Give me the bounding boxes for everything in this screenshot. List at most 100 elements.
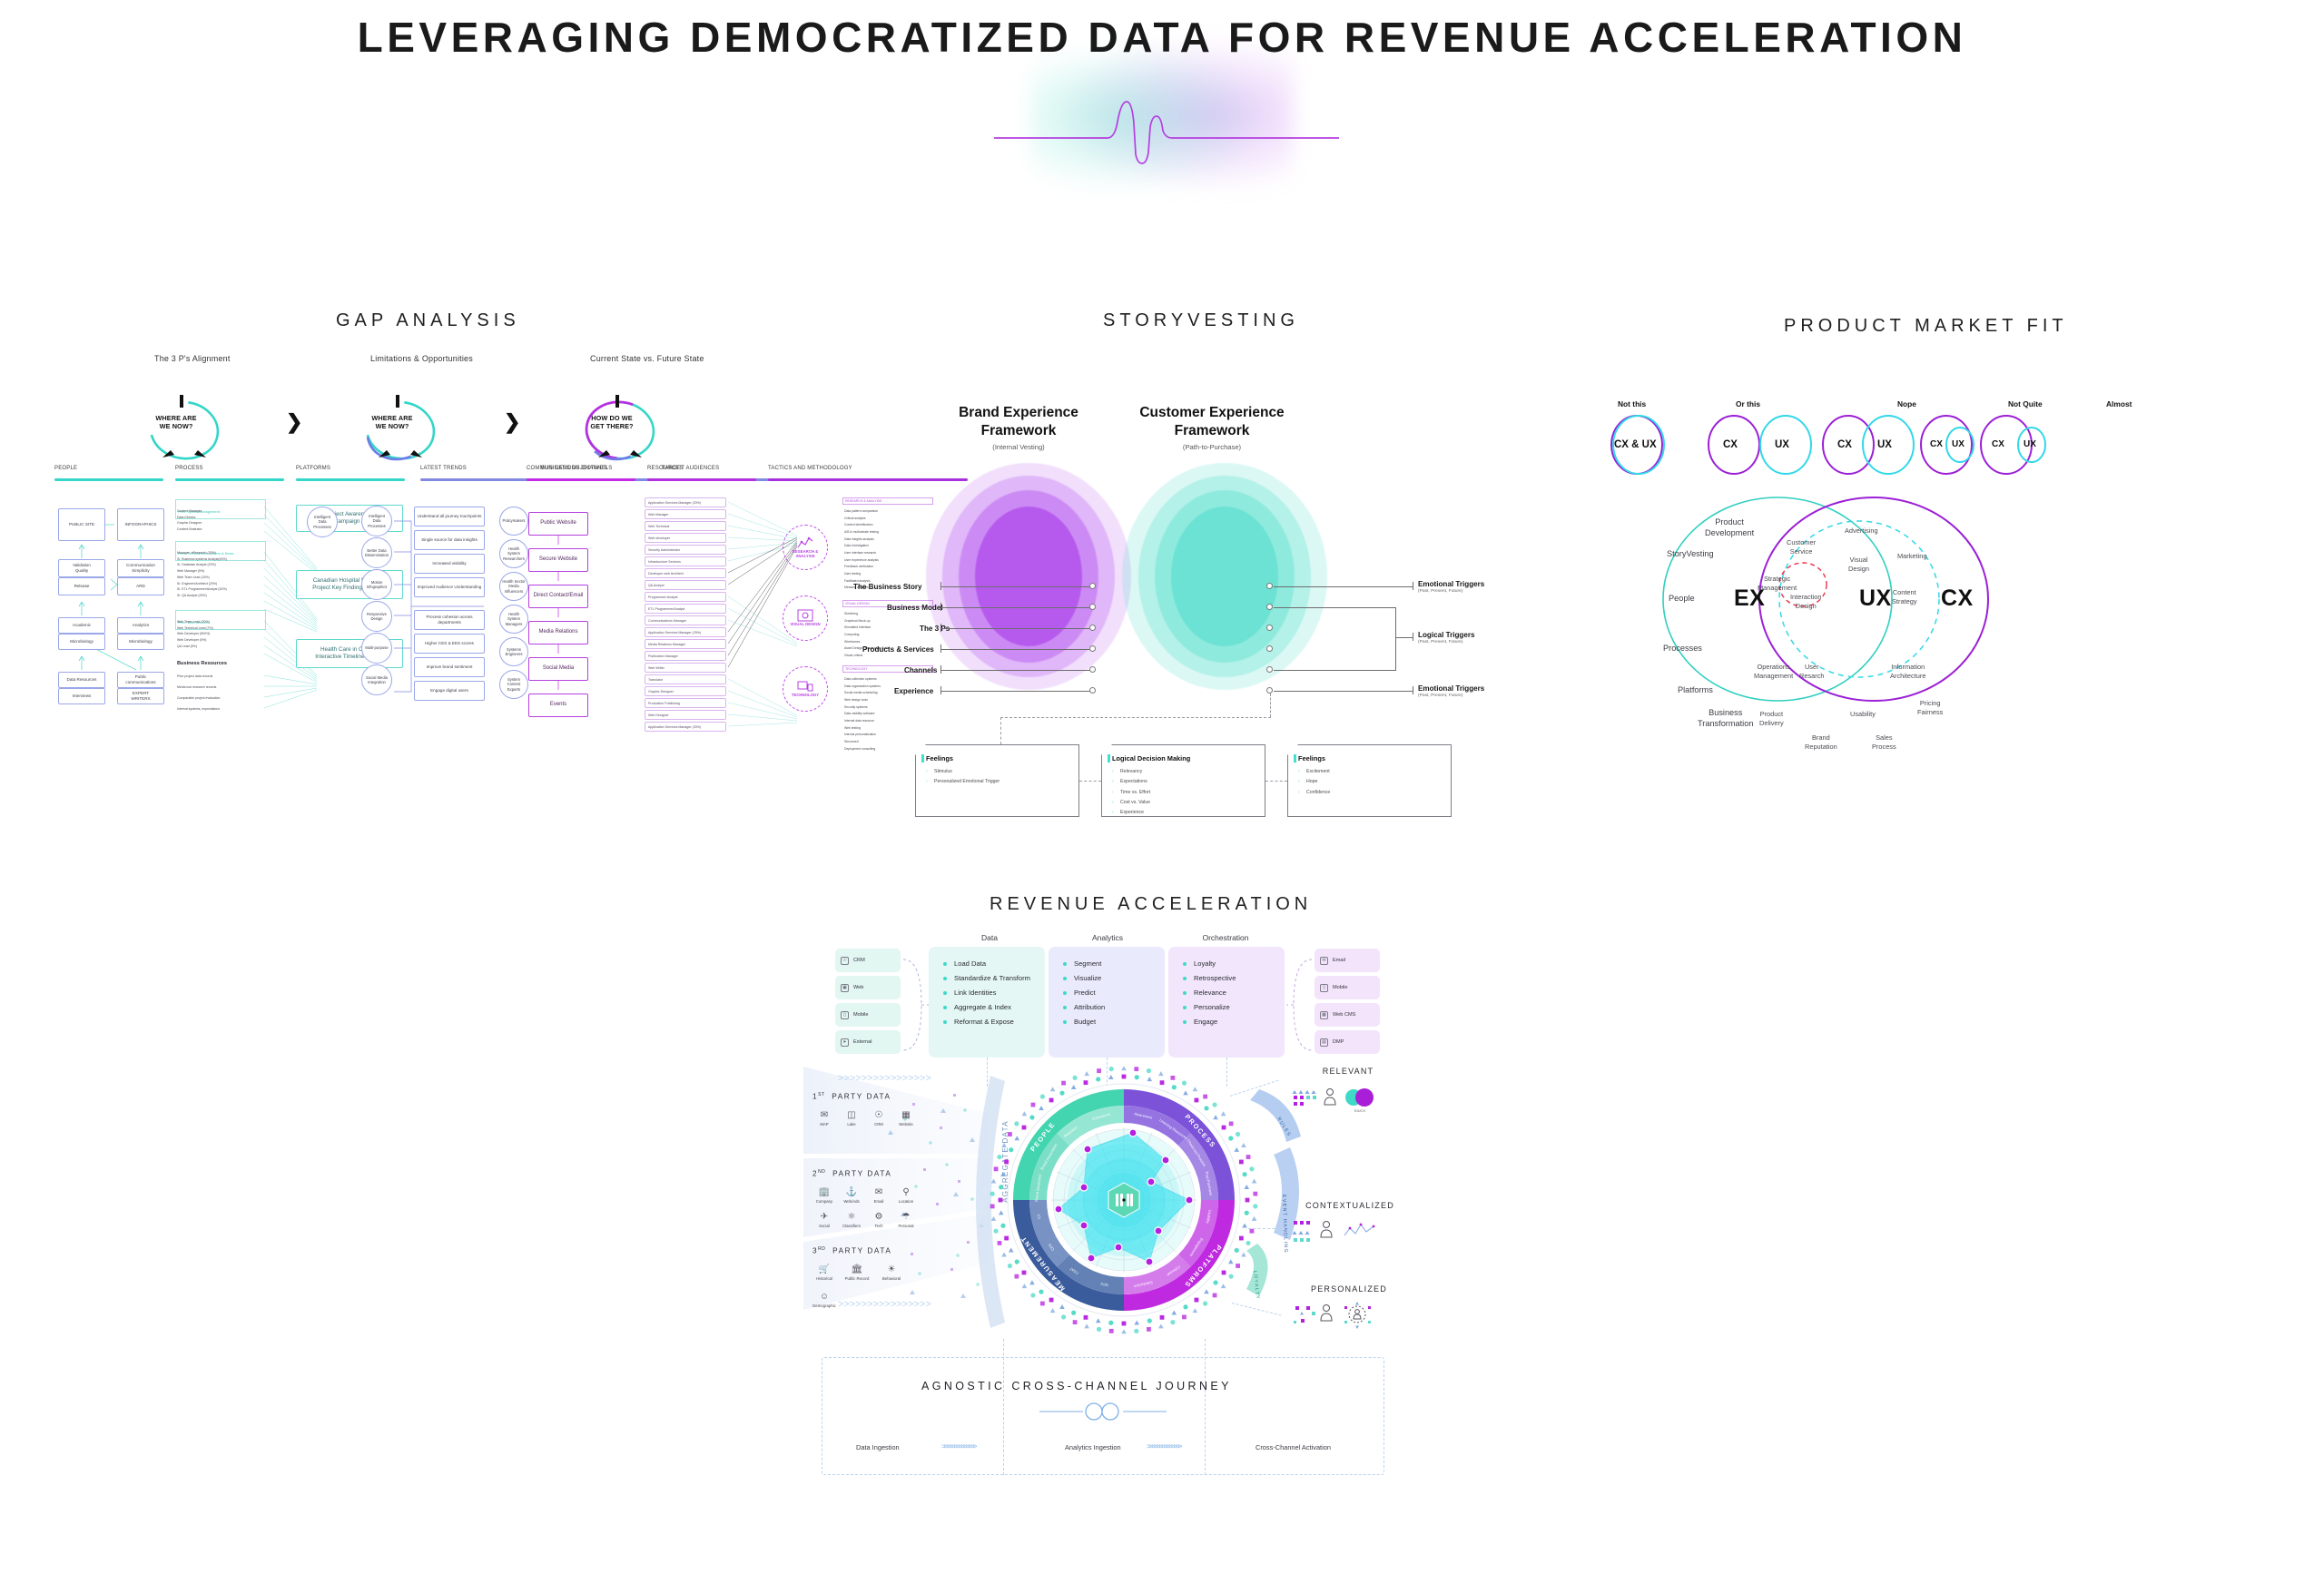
sv-right-sub-0: (Past, Present, Future) bbox=[1418, 589, 1463, 594]
method-circle-2: TECHNOLOGY bbox=[783, 666, 828, 712]
gap-col-label-1: PROCESS bbox=[175, 466, 203, 471]
pipeline-item: Load Data bbox=[943, 957, 1045, 971]
party-data-title-2: 3RD PARTY DATA bbox=[812, 1246, 892, 1255]
output-chip-2[interactable]: ▦ Web CMS bbox=[1315, 1003, 1380, 1027]
gap-donut-2 bbox=[585, 395, 655, 461]
method-title-1: VISUAL DESIGN bbox=[842, 600, 933, 607]
product-market-fit-title: PRODUCT MARKET FIT bbox=[1784, 316, 2068, 336]
output-chip-0[interactable]: ✉ Email bbox=[1315, 949, 1380, 972]
gap-trends-objectives: Intelligent Data Processes Better Data Diss… bbox=[361, 505, 534, 732]
sv-card-0: Feelings Stimulus Personalized Emotional… bbox=[915, 744, 1079, 817]
objective-4: Process cohesion across departments bbox=[414, 610, 485, 630]
party-data-title-1: 2ND PARTY DATA bbox=[812, 1169, 892, 1178]
venn-ux-item-2: Usability bbox=[1850, 710, 1876, 718]
svg-text:Experience: Experience bbox=[1092, 1112, 1112, 1121]
process-list-title-2: Prev: Web Services bbox=[175, 610, 266, 630]
trend-5: Social Media Integration bbox=[361, 664, 392, 695]
objective-5: Higher CES & EES scores bbox=[414, 634, 485, 654]
pipeline-item: Segment bbox=[1063, 957, 1165, 971]
venn-cx-item-6: Brand Reputation bbox=[1805, 733, 1837, 751]
source-chip-2[interactable]: ▯ Mobile bbox=[835, 1003, 901, 1027]
output-chip-1[interactable]: ▯ Mobile bbox=[1315, 976, 1380, 999]
objective-3: Improved Audience Understanding bbox=[414, 577, 485, 597]
objective-2: Increased visibility bbox=[414, 554, 485, 574]
brand-framework-subtitle: (Internal Vesting) bbox=[992, 442, 1045, 451]
sv-right-label-2: Emotional Triggers bbox=[1418, 684, 1485, 693]
venn-overlap-item-1: Operations Management bbox=[1754, 663, 1794, 680]
sv-card-item: Hope bbox=[1298, 777, 1451, 787]
party-icon-2-0: 🛒 Historical bbox=[816, 1264, 832, 1281]
venn-cx-item-0: Advertising bbox=[1845, 526, 1878, 535]
method-circle-label-0: RESEARCH & ANALYSIS bbox=[792, 548, 819, 558]
pmf-caption-1: Or this bbox=[1736, 399, 1760, 408]
gap-col-label-4: BUSINESS OBJECTIVES bbox=[541, 466, 608, 471]
sv-card-item: Confidence bbox=[1298, 788, 1451, 798]
gap-resources: Application Services Manager (20%) Web M… bbox=[645, 497, 731, 741]
method-circle-0: RESEARCH & ANALYSIS bbox=[783, 525, 828, 570]
pmf-label-4-1: UX bbox=[2024, 439, 2036, 449]
method-circle-1: VISUAL DESIGN bbox=[783, 595, 828, 641]
source-chip-0[interactable]: ☉ CRM bbox=[835, 949, 901, 972]
gap-node-13: EXPERT WRITERS bbox=[117, 688, 164, 704]
audience-3: Health System Managers bbox=[499, 605, 528, 634]
party-icon-2-1: 🏛 Public Record bbox=[844, 1264, 870, 1281]
gap-donut-label-2: HOW DO WE GET THERE? bbox=[590, 414, 634, 431]
party-icon-1-3: ⚲ Location bbox=[898, 1187, 914, 1204]
venn-cx-item-5: Pricing Fairness bbox=[1917, 699, 1944, 716]
pulse-graphic bbox=[993, 100, 1340, 168]
gap-col-label-8: TACTICS AND METHODOLOGY bbox=[768, 466, 852, 471]
gap-resource-fan bbox=[727, 501, 798, 727]
resource-18: Web Designer bbox=[645, 710, 726, 720]
party-icon-1-2: ✉ Email bbox=[873, 1187, 884, 1204]
sv-card-item: Personalized Emotional Trigger bbox=[926, 777, 1078, 787]
revenue-acceleration-title: REVENUE ACCELERATION bbox=[990, 894, 1313, 914]
storyvesting-title: STORYVESTING bbox=[1103, 310, 1299, 330]
method-list-0: Data pattern comparison Critical analysis… bbox=[844, 509, 879, 590]
resource-7: QA Analyst bbox=[645, 580, 726, 590]
source-chip-1[interactable]: ▣ Web bbox=[835, 976, 901, 999]
process-list-title-1: Prev: To Business system & flows bbox=[175, 541, 266, 561]
pipeline-item: Visualize bbox=[1063, 971, 1165, 986]
pipeline-item: Predict bbox=[1063, 986, 1165, 1000]
source-chip-3[interactable]: ➤ External bbox=[835, 1030, 901, 1054]
gap-node-7: Analytics bbox=[117, 617, 164, 634]
sv-right-sub-1: (Past, Present, Future) bbox=[1418, 640, 1463, 644]
gap-col-rule-6 bbox=[527, 478, 635, 481]
trend-1: Better Data Dissemination bbox=[361, 537, 392, 568]
method-title-2: TECHNOLOGY bbox=[842, 665, 933, 673]
pmf-label-2-1: UX bbox=[1877, 439, 1892, 450]
gap-node-4: Release bbox=[58, 577, 105, 595]
venn-overlap-item-2: Product Delivery bbox=[1759, 710, 1784, 727]
venn-diagram bbox=[1662, 497, 1989, 702]
resource-4: Security Administrator bbox=[645, 545, 726, 555]
method-circle-label-1: VISUAL DESIGN bbox=[790, 622, 821, 627]
callout-icons-relevant: EX/CX bbox=[1292, 1088, 1374, 1113]
gap-node-5: ARD bbox=[117, 577, 164, 595]
gap-people-grid: PUBLIC SITE INFOGRAPHICS Validation Quali… bbox=[56, 508, 174, 726]
pmf-caption-4: Almost bbox=[2106, 399, 2132, 408]
callout-icons-contextualized bbox=[1292, 1221, 1375, 1242]
sv-card-title-0: Feelings bbox=[926, 754, 953, 762]
sv-left-label-2: The 3 Ps bbox=[920, 625, 950, 633]
sv-card-title-2: Feelings bbox=[1298, 754, 1325, 762]
party-icon-2-3: ☺ Demographic bbox=[812, 1292, 836, 1308]
callout-title-0: RELEVANT bbox=[1322, 1067, 1374, 1076]
pipeline-title-2: Orchestration bbox=[1202, 933, 1249, 942]
pipeline-panel-1: Segment Visualize Predict Attribution Bu… bbox=[1049, 947, 1165, 1058]
method-list-2: Data collection systems Data organization… bbox=[844, 677, 881, 751]
objective-0: Understand all journey touchpoints bbox=[414, 507, 485, 526]
method-circle-label-2: TECHNOLOGY bbox=[791, 693, 820, 698]
output-chip-3[interactable]: ▤ DMP bbox=[1315, 1030, 1380, 1054]
party-icon-0-3: ▦ Website bbox=[899, 1110, 913, 1127]
venn-cx-item-1: Customer Service bbox=[1787, 538, 1817, 556]
venn-overlap-item-0: Strategic Management bbox=[1758, 575, 1797, 592]
mobile-icon: ▯ bbox=[841, 1010, 849, 1019]
storyvesting-panel: Brand Experience Framework (Internal Vest… bbox=[853, 354, 1543, 881]
venn-ex-item-3: Processes bbox=[1663, 644, 1702, 653]
trend-4: Multi-purpose bbox=[361, 633, 392, 664]
journey-arrows-1: >>>>>>>>>>>>>> bbox=[1147, 1442, 1182, 1451]
resource-9: ETL Programmer/Analyst bbox=[645, 604, 726, 614]
email-icon: ✉ bbox=[1320, 956, 1328, 965]
gap-col-label-0: PEOPLE bbox=[54, 466, 78, 471]
